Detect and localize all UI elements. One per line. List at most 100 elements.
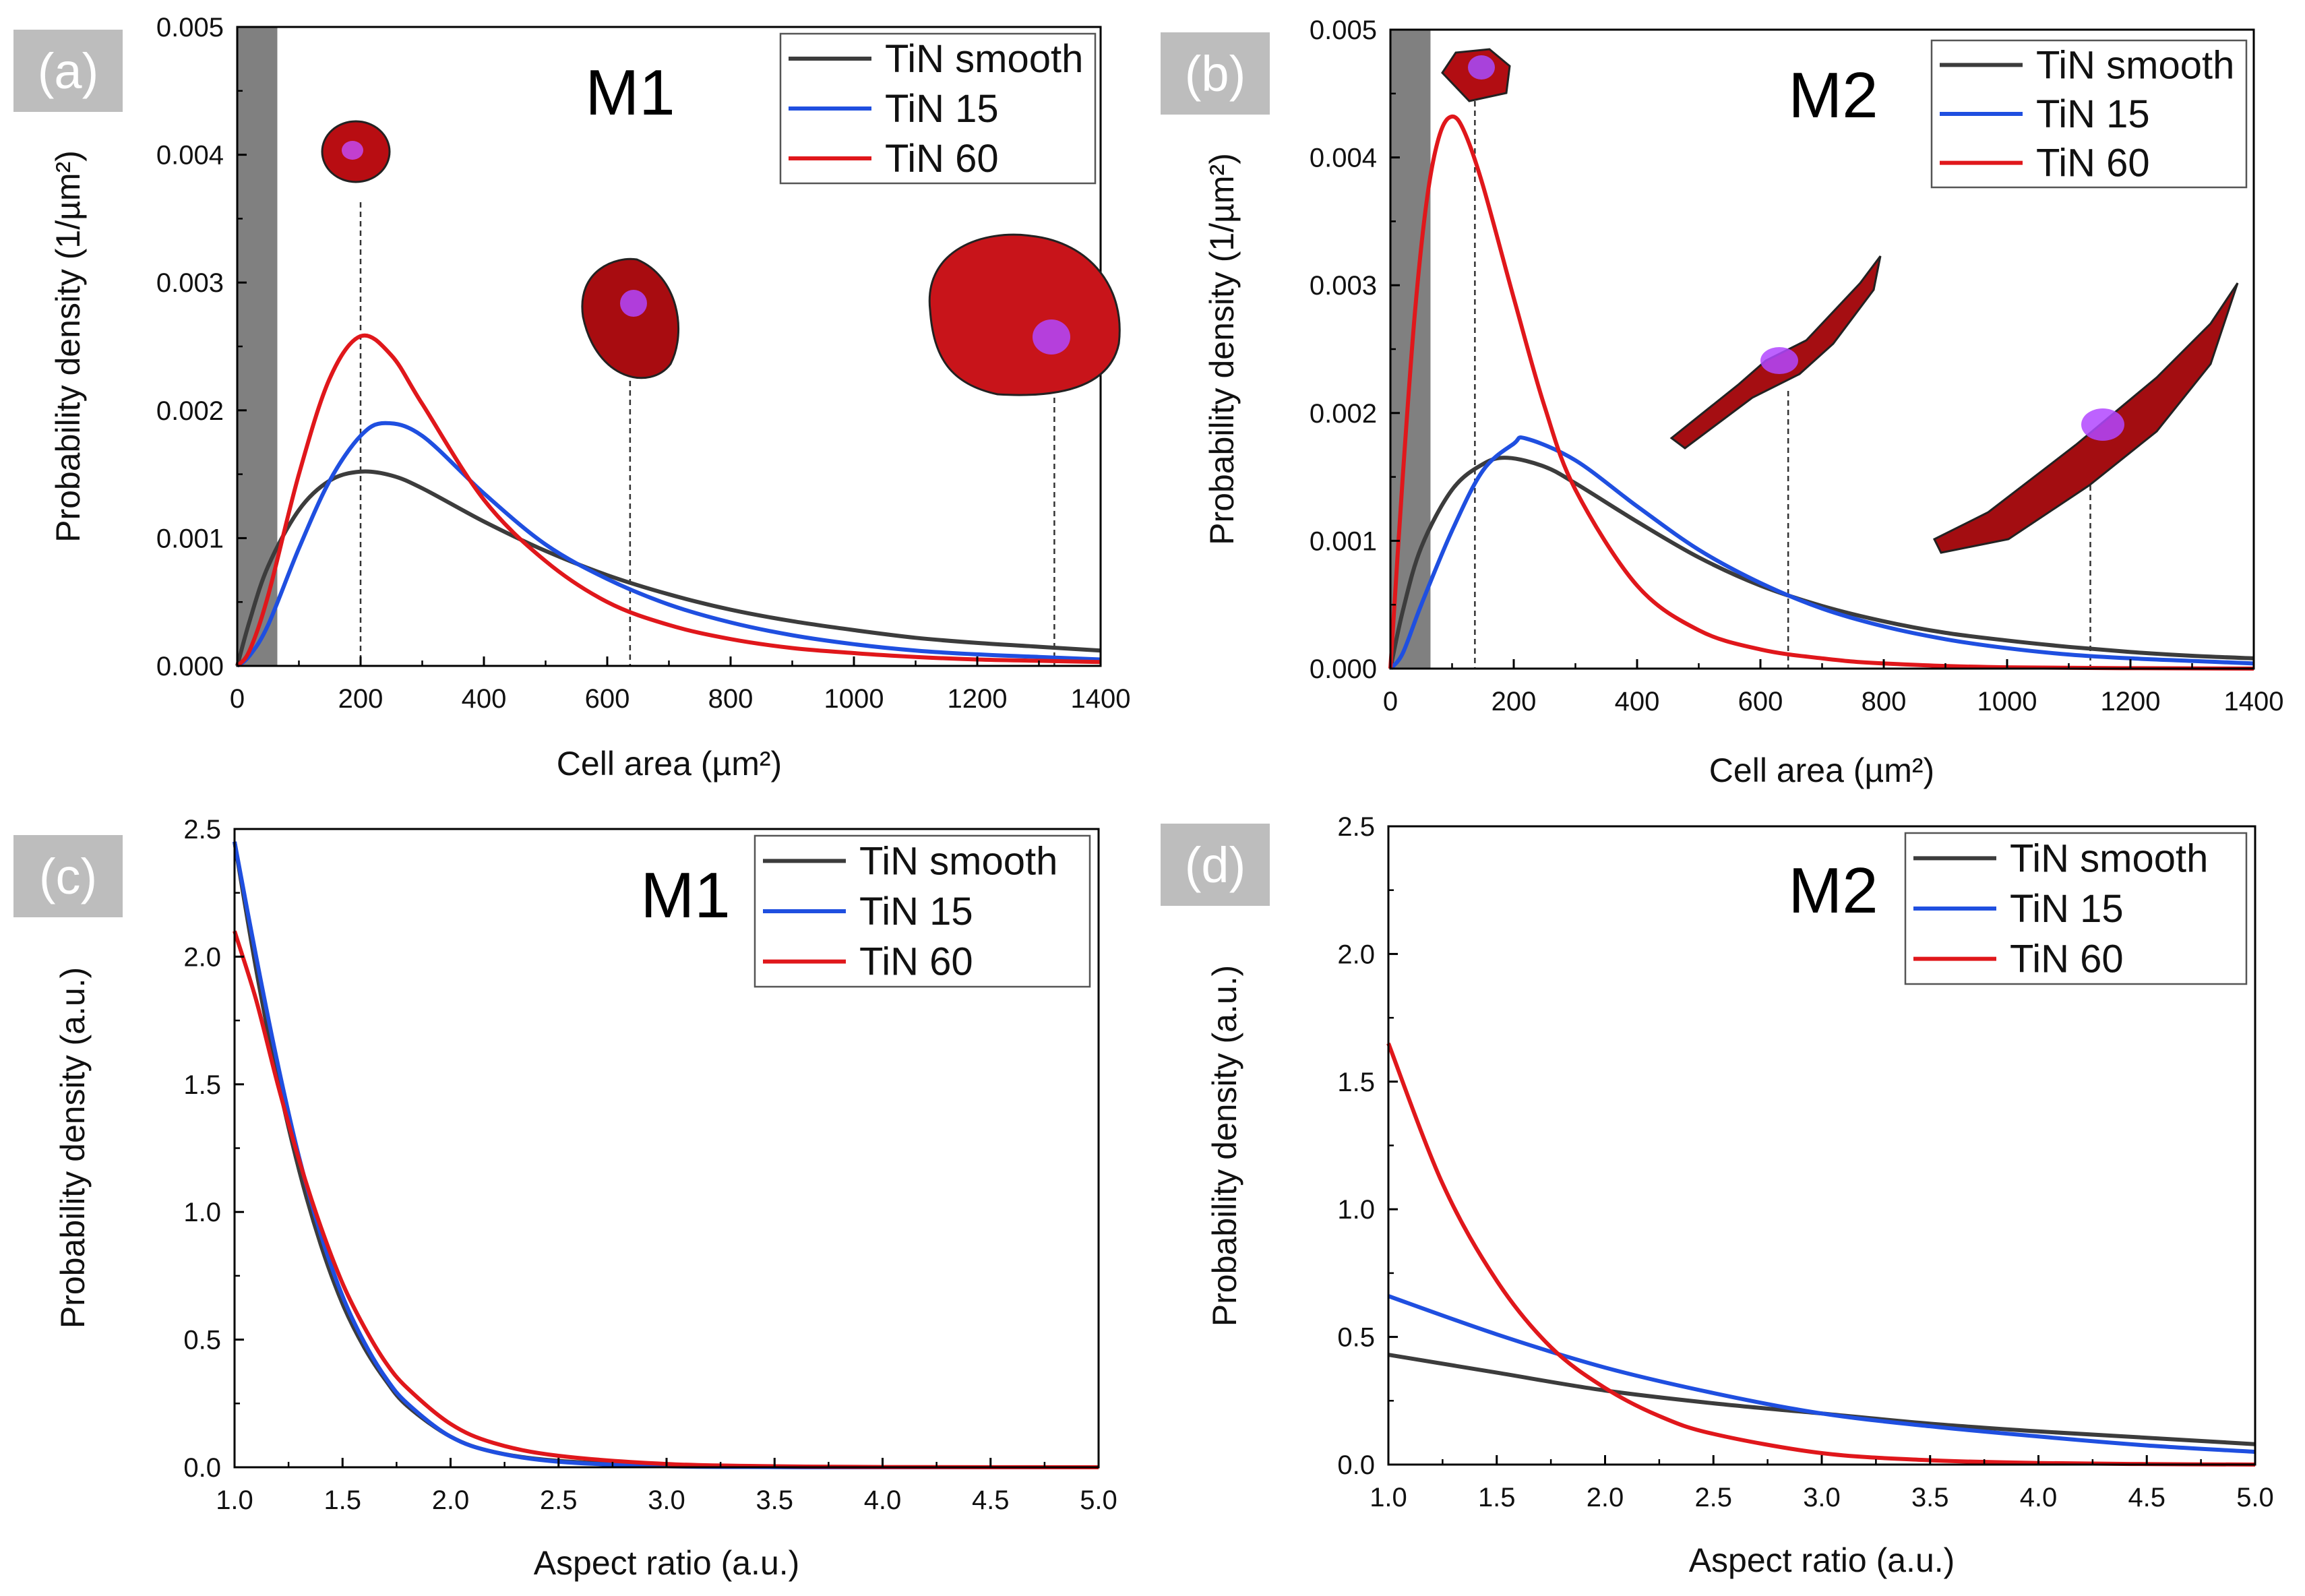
y-tick-label: 0.004 — [1310, 144, 1377, 173]
x-tick-label: 1.0 — [1370, 1483, 1407, 1512]
legend-entry: TiN 60 — [2036, 142, 2150, 185]
legend-entry: TiN 15 — [2010, 887, 2124, 931]
y-tick-label: 0.003 — [1310, 271, 1377, 301]
cell-illustration — [1441, 48, 1511, 102]
x-tick-label: 800 — [1862, 687, 1907, 716]
series-line-tin-60 — [233, 930, 1099, 1469]
y-tick-label: 0.5 — [1337, 1323, 1375, 1353]
y-tick-label: 2.0 — [1337, 940, 1375, 969]
y-tick-label: 0.001 — [1310, 526, 1377, 556]
legend-entry: TiN 15 — [859, 890, 973, 933]
x-axis-label: Aspect ratio (a.u.) — [534, 1544, 800, 1582]
y-tick-label: 0.002 — [1310, 399, 1377, 429]
series-line-tin-smooth — [1388, 456, 2254, 669]
y-tick-label: 1.5 — [183, 1070, 221, 1100]
x-tick-label: 400 — [462, 684, 507, 714]
y-axis-label: Probability density (1/µm²) — [1203, 153, 1241, 545]
cell-body — [581, 257, 679, 379]
x-tick-label: 1.5 — [1478, 1483, 1516, 1512]
legend-entry: TiN smooth — [2010, 836, 2208, 880]
cell-illustration — [321, 120, 391, 183]
series-line-tin-60 — [1386, 1042, 2256, 1467]
series-line-tin-60 — [235, 333, 1101, 668]
series-line-tin-60 — [1388, 114, 2254, 671]
x-tick-label: 1400 — [2224, 687, 2284, 716]
y-tick-label: 1.0 — [183, 1198, 221, 1227]
legend: TiN smooth TiN 15 TiN 60 — [779, 32, 1097, 185]
cell-nucleus — [1033, 319, 1070, 355]
legend-entry: TiN 60 — [885, 137, 999, 181]
x-tick-label: 1.5 — [324, 1485, 361, 1515]
x-tick-label: 200 — [338, 684, 383, 714]
cell-nucleus — [2081, 408, 2124, 441]
y-axis-label: Probability density (1/µm²) — [49, 150, 87, 543]
y-tick-label: 1.0 — [1337, 1195, 1375, 1225]
legend: TiN smooth TiN 15 TiN 60 — [754, 834, 1091, 988]
y-tick-label: 0.001 — [156, 524, 224, 553]
chart-panel-c: 1.0 1.5 2.0 2.5 3.0 3.5 4.0 4.5 5.0 0.0 0.5 1.0 1.5 2… — [13, 815, 1117, 1582]
x-tick-label: 2.5 — [1694, 1483, 1732, 1512]
x-tick-label: 0 — [1383, 687, 1398, 716]
panel-badge — [13, 30, 123, 112]
legend-entry: TiN smooth — [2036, 43, 2234, 87]
x-tick-label: 4.0 — [864, 1485, 902, 1515]
x-axis-label: Aspect ratio (a.u.) — [1689, 1541, 1955, 1579]
cell-body — [1932, 282, 2239, 554]
legend-entry: TiN 15 — [2036, 92, 2150, 136]
cell-body — [928, 233, 1121, 396]
x-tick-label: 5.0 — [1080, 1485, 1117, 1515]
model-label: M2 — [1788, 59, 1878, 131]
cell-illustration — [928, 233, 1121, 396]
cell-nucleus — [620, 290, 647, 317]
model-label: M2 — [1788, 855, 1878, 927]
legend-entry: TiN smooth — [859, 839, 1057, 883]
x-tick-label: 1200 — [2101, 687, 2161, 716]
x-tick-label: 600 — [585, 684, 630, 714]
x-tick-label: 4.5 — [2128, 1483, 2165, 1512]
legend-entry: TiN smooth — [885, 37, 1083, 81]
y-axis-label: Probability density (a.u.) — [54, 967, 92, 1328]
series-line-tin-smooth — [1388, 1353, 2256, 1446]
panel-label: (b) — [1185, 46, 1246, 102]
cell-illustration — [1669, 255, 1882, 450]
cell-nucleus — [342, 141, 363, 160]
x-tick-label: 1000 — [1977, 687, 2037, 716]
x-tick-label: 3.5 — [1911, 1483, 1949, 1512]
x-tick-label: 3.0 — [1803, 1483, 1841, 1512]
cell-nucleus — [1760, 347, 1798, 374]
panel-badge — [13, 835, 123, 917]
chart-panel-a: 0 200 400 600 800 1000 1200 1400 0.000 0.001 0.002… — [13, 13, 1130, 782]
chart-panel-b: 0 200 400 600 800 1000 1200 1400 0.000 0.001 0.002… — [1161, 16, 2283, 789]
y-tick-label: 0.0 — [1337, 1450, 1375, 1480]
x-tick-label: 1400 — [1071, 684, 1131, 714]
y-tick-label: 0.003 — [156, 268, 224, 298]
y-axis-label: Probability density (a.u.) — [1206, 965, 1243, 1326]
x-tick-label: 0 — [230, 684, 245, 714]
y-tick-label: 2.0 — [183, 942, 221, 972]
x-tick-label: 1200 — [948, 684, 1008, 714]
y-tick-label: 0.000 — [1310, 654, 1377, 684]
model-label: M1 — [585, 57, 675, 129]
legend: TiN smooth TiN 15 TiN 60 — [1930, 39, 2248, 189]
y-tick-label: 2.5 — [183, 815, 221, 845]
y-tick-label: 0.004 — [156, 141, 224, 171]
series-line-tin-15 — [1388, 435, 2254, 671]
x-tick-label: 3.0 — [648, 1485, 685, 1515]
legend-entry: TiN 60 — [859, 940, 973, 984]
x-axis-label: Cell area (µm²) — [557, 745, 782, 782]
x-tick-label: 3.5 — [756, 1485, 793, 1515]
y-tick-label: 2.5 — [1337, 812, 1375, 842]
cell-illustration — [1932, 282, 2239, 554]
x-tick-label: 5.0 — [2236, 1483, 2274, 1512]
panel-badge — [1161, 32, 1270, 115]
legend-entry: TiN 60 — [2010, 938, 2124, 981]
y-tick-label: 0.005 — [1310, 16, 1377, 45]
y-tick-label: 0.005 — [156, 13, 224, 42]
x-tick-label: 600 — [1738, 687, 1783, 716]
x-tick-label: 2.0 — [432, 1485, 470, 1515]
series-line-tin-smooth — [235, 469, 1101, 667]
x-tick-label: 1.0 — [216, 1485, 253, 1515]
x-tick-label: 1000 — [824, 684, 884, 714]
panel-label: (c) — [39, 849, 97, 904]
